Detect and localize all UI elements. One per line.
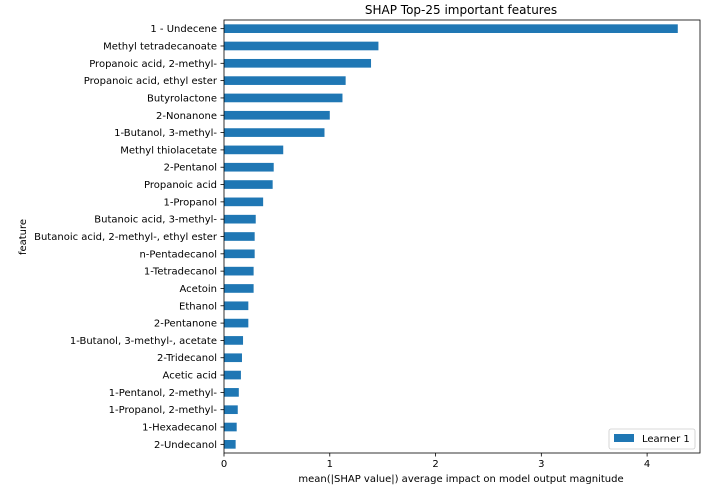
bar: [224, 440, 236, 449]
y-tick-label: 1-Propanol: [163, 197, 217, 208]
bar: [224, 41, 379, 51]
y-tick-label: Butanoic acid, 3-methyl-: [94, 215, 217, 226]
y-tick-label: 1-Tetradecanol: [144, 267, 217, 278]
y-tick-label: Butyrolactone: [147, 93, 217, 104]
bar: [224, 249, 255, 259]
y-tick-label: 1-Hexadecanol: [142, 423, 217, 434]
bar: [224, 301, 249, 311]
bar: [224, 284, 254, 293]
y-tick-label: Propanoic acid, ethyl ester: [84, 76, 218, 87]
bar: [224, 162, 274, 172]
x-tick-label: 2: [432, 459, 438, 470]
x-tick-label: 1: [327, 459, 333, 470]
legend: Learner 1: [608, 428, 696, 450]
y-axis-label: feature: [18, 219, 29, 255]
bar: [224, 76, 346, 85]
y-tick-label: Butanoic acid, 2-methyl-, ethyl ester: [34, 232, 218, 243]
y-tick-label: Methyl thiolacetate: [120, 145, 217, 156]
x-tick-label: 4: [644, 459, 650, 470]
y-tick-label: n-Pentadecanol: [139, 249, 217, 260]
y-tick-label: Ethanol: [179, 301, 217, 312]
x-tick-label: 0: [221, 459, 227, 470]
y-tick-label: Propanoic acid, 2-methyl-: [89, 59, 217, 70]
bars-group: [224, 24, 678, 449]
bar: [224, 110, 330, 120]
x-axis-label: mean(|SHAP value|) average impact on mod…: [298, 474, 623, 485]
legend-swatch: [614, 434, 634, 442]
y-tick-label: 1-Butanol, 3-methyl-: [114, 128, 217, 139]
y-tick-label: Acetoin: [180, 284, 217, 295]
y-axis-ticks: 1 - Undecene Methyl tetradecanoate Propano…: [34, 24, 224, 451]
bar: [224, 58, 372, 68]
y-tick-label: 2-Pentanone: [154, 319, 217, 330]
bar: [224, 318, 249, 328]
bar: [224, 197, 264, 207]
y-tick-label: Methyl tetradecanoate: [103, 41, 217, 52]
bar: [224, 336, 244, 345]
x-axis-ticks: 0 1 2 3 4: [221, 453, 650, 470]
legend-label: Learner 1: [642, 434, 690, 445]
y-tick-label: 1 - Undecene: [150, 24, 217, 35]
bar: [224, 24, 678, 33]
bar: [224, 388, 239, 397]
bar: [224, 214, 256, 224]
bar: [224, 370, 241, 380]
y-tick-label: Propanoic acid: [144, 180, 217, 191]
bar: [224, 266, 254, 276]
bar: [224, 405, 238, 415]
y-tick-label: 2-Undecanol: [154, 440, 217, 451]
bar: [224, 422, 237, 432]
y-tick-label: 1-Propanol, 2-methyl-: [109, 405, 218, 416]
chart-title: SHAP Top-25 important features: [365, 3, 557, 17]
y-tick-label: Acetic acid: [163, 371, 217, 382]
bar: [224, 353, 242, 363]
x-tick-label: 3: [538, 459, 544, 470]
bar: [224, 128, 325, 137]
y-tick-label: 2-Tridecanol: [157, 353, 217, 364]
bar: [224, 232, 255, 241]
bar: [224, 145, 284, 155]
y-tick-label: 2-Pentanol: [164, 163, 217, 174]
y-tick-label: 2-Nonanone: [156, 111, 217, 122]
y-tick-label: 1-Butanol, 3-methyl-, acetate: [70, 336, 217, 347]
y-tick-label: 1-Pentanol, 2-methyl-: [109, 388, 218, 399]
bar: [224, 93, 343, 103]
bar: [224, 180, 273, 189]
